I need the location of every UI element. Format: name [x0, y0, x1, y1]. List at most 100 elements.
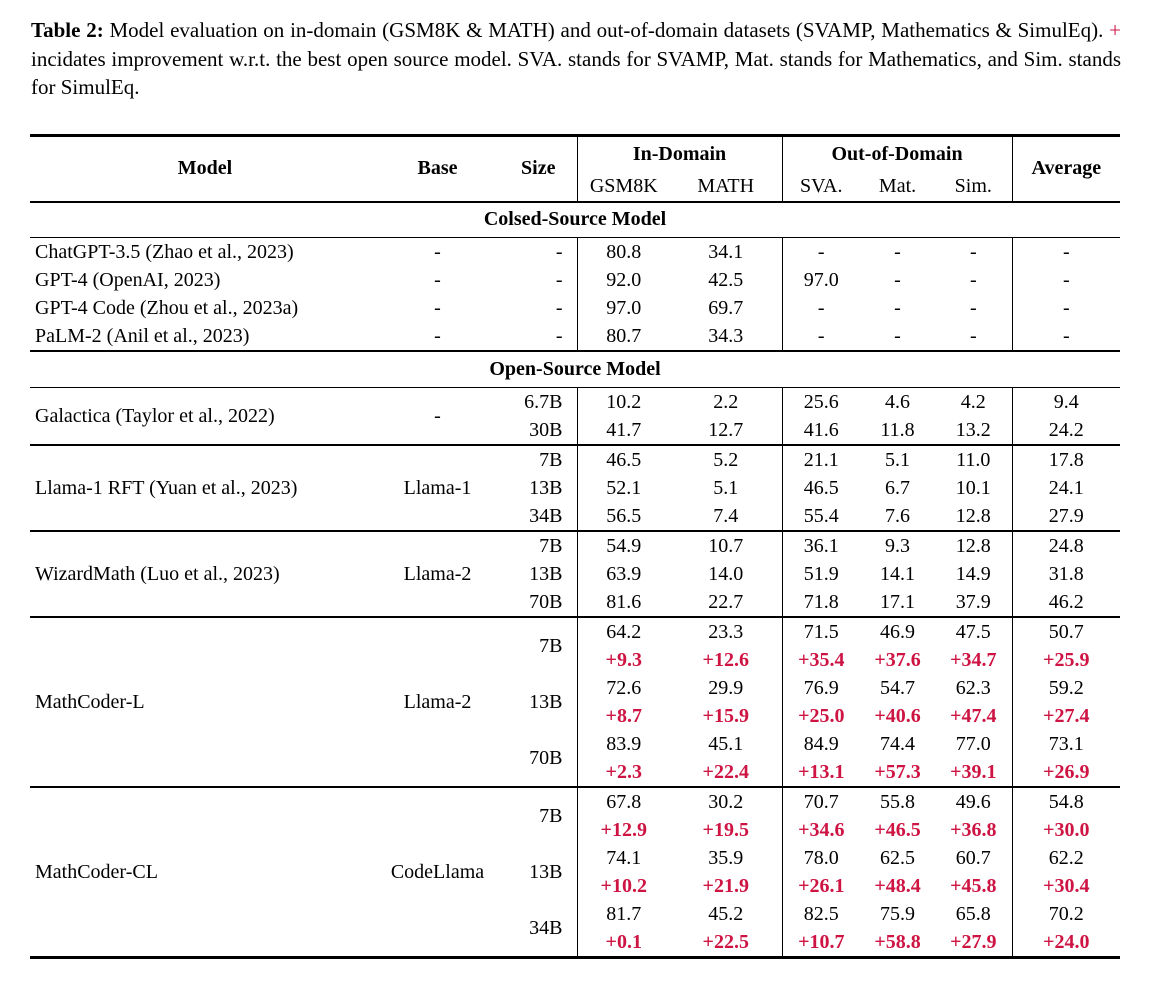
cell-average: 9.4: [1053, 390, 1079, 413]
delta-row: +8.7 +15.9 +25.0 +40.6 +47.4 +27.4: [30, 701, 1120, 730]
model-name-cell: ChatGPT-3.5 (Zhao et al., 2023): [35, 241, 294, 263]
col-header-sva: SVA.: [800, 174, 843, 197]
model-name-cell: GPT-4 (OpenAI, 2023): [35, 269, 221, 291]
cell-mat: -: [894, 297, 901, 319]
delta-row: +2.3 +22.4 +13.1 +57.3 +39.1 +26.9: [30, 757, 1120, 787]
cell-sim: 12.8: [935, 530, 1013, 560]
section-title: Open-Source Model: [489, 357, 661, 380]
size-cell: 34B: [500, 501, 578, 531]
model-group: Llama-1 RFT (Yuan et al., 2023) Llama-1 7B…: [30, 444, 1121, 531]
model-group: PaLM-2 (Anil et al., 2023) - - 80.7 34.3 - - - -: [30, 322, 1120, 351]
cell-gsm8k: 46.5: [606, 448, 642, 471]
col-header-sim: Sim.: [935, 171, 1013, 202]
cell-math: 45.2: [670, 899, 783, 928]
caption-text-before-plus: Model evaluation on in-domain (GSM8K & M…: [109, 18, 1104, 42]
delta-average: +30.4: [1043, 874, 1090, 897]
cell-sva: 71.5: [803, 620, 839, 643]
delta-average: +26.9: [1043, 760, 1090, 783]
delta-gsm8k: +2.3: [605, 760, 642, 783]
cell-average: 24.8: [1048, 534, 1084, 557]
cell-sva: 41.6: [803, 418, 839, 441]
cell-average: 24.1: [1048, 476, 1084, 499]
delta-math: +15.9: [670, 701, 783, 730]
delta-math: +19.5: [670, 815, 783, 844]
delta-sva: +34.6: [798, 818, 845, 841]
col-header-size: Size: [500, 135, 578, 202]
col-header-mat: Mat.: [878, 174, 917, 197]
cell-math: 45.1: [670, 729, 783, 758]
cell-sim: -: [935, 237, 1013, 266]
model-group: MathCoder-L Llama-2 7B 64.2 23.3 71.5 46.9 47.5…: [30, 616, 1121, 787]
delta-average: +24.0: [1043, 930, 1090, 953]
caption-text-after-plus: incidates improvement w.r.t. the best op…: [31, 46, 1121, 100]
base-cell: -: [434, 297, 441, 319]
cell-mat: -: [894, 241, 901, 263]
size-cell: 13B: [500, 673, 578, 730]
cell-sva: 76.9: [803, 676, 839, 699]
table-row: 70B 81.6 22.7 71.8 17.1 37.9 46.2: [30, 587, 1120, 617]
table-row: 34B 81.7 45.2 82.5 75.9 65.8 70.2: [30, 899, 1120, 957]
size-cell: 30B: [500, 415, 578, 445]
cell-gsm8k: 64.2: [606, 620, 642, 643]
delta-sim: +39.1: [935, 757, 1013, 787]
cell-gsm8k: 54.9: [606, 534, 642, 557]
cell-average: 17.8: [1048, 448, 1084, 471]
delta-math: +21.9: [670, 871, 783, 900]
col-group-out-of-domain: Out-of-Domain: [782, 135, 1013, 172]
cell-gsm8k: 80.8: [606, 241, 642, 263]
cell-gsm8k: 97.0: [606, 297, 642, 319]
cell-sva: -: [817, 325, 825, 347]
cell-gsm8k: 10.2: [606, 390, 642, 413]
cell-sim: 60.7: [935, 843, 1013, 872]
delta-sim: +27.9: [935, 927, 1013, 957]
cell-sim: 13.2: [935, 415, 1013, 445]
cell-sim: 77.0: [935, 729, 1013, 758]
col-header-average: Average: [1031, 157, 1102, 180]
model-group: MathCoder-CL CodeLlama 7B 67.8 30.2 70.7 55.8 4…: [30, 786, 1121, 957]
model-name-cell: GPT-4 Code (Zhou et al., 2023a): [35, 297, 299, 319]
base-cell: -: [434, 325, 441, 347]
delta-row: +0.1 +22.5 +10.7 +58.8 +27.9 +24.0: [30, 927, 1120, 957]
col-header-gsm8k: GSM8K: [589, 174, 658, 197]
cell-math: 34.3: [670, 322, 783, 351]
cell-math: 29.9: [670, 673, 783, 702]
cell-sim: 65.8: [935, 899, 1013, 928]
cell-math: 30.2: [670, 786, 783, 816]
delta-sva: +13.1: [798, 760, 845, 783]
caption-plus-sign: +: [1109, 18, 1122, 42]
delta-average: +25.9: [1043, 648, 1090, 671]
cell-sva: 82.5: [803, 902, 839, 925]
size-cell: 13B: [500, 843, 578, 900]
table-row: 13B 74.1 35.9 78.0 62.5 60.7 62.2: [30, 843, 1120, 900]
cell-sva: 46.5: [803, 476, 839, 499]
cell-gsm8k: 92.0: [606, 269, 642, 291]
cell-sva: 78.0: [803, 846, 839, 869]
cell-sim: 10.1: [935, 473, 1013, 502]
cell-math: 2.2: [670, 387, 783, 416]
size-cell: 13B: [500, 559, 578, 588]
cell-average: 50.7: [1048, 620, 1084, 643]
table-row: MathCoder-CL CodeLlama 7B 67.8 30.2 70.7 55.8 4…: [30, 786, 1120, 883]
cell-sim: 47.5: [935, 616, 1013, 646]
cell-mat: -: [894, 325, 901, 347]
delta-sva: +25.0: [798, 704, 845, 727]
cell-mat: 14.1: [880, 562, 916, 585]
cell-sim: 12.8: [935, 501, 1013, 531]
cell-gsm8k: 81.7: [606, 902, 642, 925]
delta-gsm8k: +10.2: [600, 874, 647, 897]
cell-gsm8k: 81.6: [606, 590, 642, 613]
size-cell: -: [500, 294, 578, 322]
cell-mat: 7.6: [885, 504, 911, 527]
base-cell: -: [434, 404, 441, 427]
cell-math: 5.1: [670, 473, 783, 502]
col-header-math: MATH: [670, 171, 783, 202]
delta-math: +12.6: [670, 645, 783, 674]
table-row: 13B 72.6 29.9 76.9 54.7 62.3 59.2: [30, 673, 1120, 730]
table-caption: Table 2: Model evaluation on in-domain (…: [31, 16, 1121, 102]
cell-sim: 49.6: [935, 786, 1013, 816]
cell-average: 24.2: [1048, 418, 1084, 441]
cell-average: -: [1062, 269, 1070, 291]
cell-average: -: [1062, 297, 1070, 319]
delta-sva: +35.4: [798, 648, 845, 671]
